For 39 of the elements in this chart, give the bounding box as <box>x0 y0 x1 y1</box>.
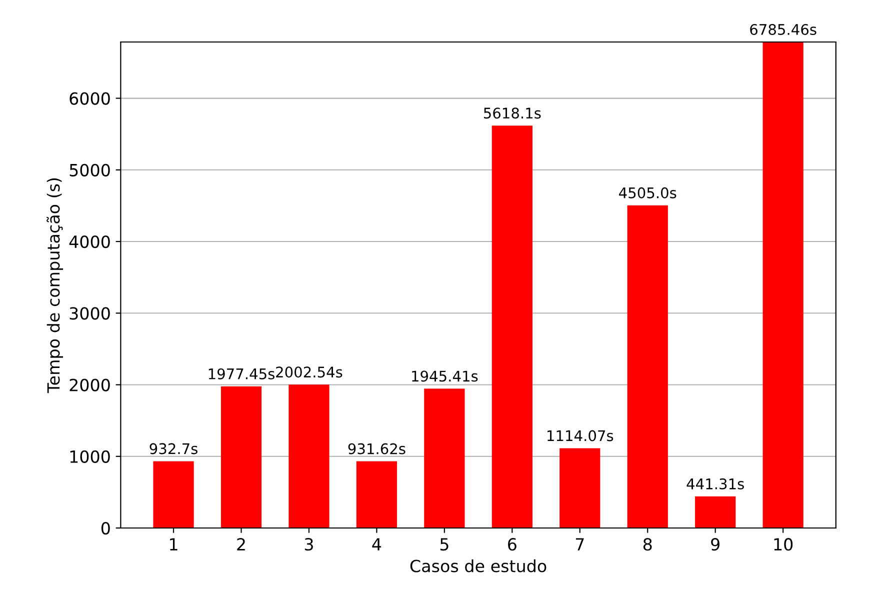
bar <box>627 205 668 528</box>
bar <box>560 448 600 528</box>
data-label: 1977.45s <box>208 368 274 380</box>
x-tick-label: 4 <box>372 538 382 550</box>
bar <box>288 384 330 528</box>
y-tick-label: 3000 <box>70 307 110 320</box>
y-tick-label: 1000 <box>70 450 110 463</box>
data-label: 931.62s <box>348 443 406 454</box>
x-tick-label: 1 <box>170 538 178 550</box>
data-label: 441.31s <box>686 478 744 490</box>
y-tick-label: 2000 <box>70 378 110 392</box>
data-label: 932.7s <box>150 443 198 454</box>
x-tick-label: 8 <box>643 538 652 551</box>
x-tick-label: 7 <box>576 538 584 550</box>
bar <box>762 42 804 528</box>
data-label: 6785.46s <box>750 24 816 36</box>
bar <box>356 461 398 528</box>
y-tick-label: 0 <box>101 522 110 535</box>
bar <box>695 496 736 528</box>
bar <box>424 388 465 528</box>
data-label: 1945.41s <box>412 370 478 382</box>
y-tick-label: 5000 <box>70 164 110 176</box>
bar <box>220 386 262 528</box>
x-tick-label: 5 <box>440 538 448 551</box>
x-tick-label: 2 <box>237 538 245 550</box>
y-tick-label: 6000 <box>70 92 110 105</box>
data-label: 1114.07s <box>548 430 614 442</box>
data-label: 5618.1s <box>484 108 541 119</box>
bar <box>492 126 532 528</box>
x-tick-label: 6 <box>508 538 516 551</box>
x-tick-label: 3 <box>304 538 313 551</box>
bar <box>153 461 194 528</box>
data-label: 2002.54s <box>276 366 342 378</box>
y-tick-label: 4000 <box>69 235 110 248</box>
x-tick-label: 9 <box>711 538 720 551</box>
x-axis-title: Casos de estudo <box>410 559 546 572</box>
data-label: 4505.0s <box>619 187 676 198</box>
x-tick-label: 10 <box>774 538 793 551</box>
y-axis-title: Tempo de computação (s) <box>46 178 63 394</box>
